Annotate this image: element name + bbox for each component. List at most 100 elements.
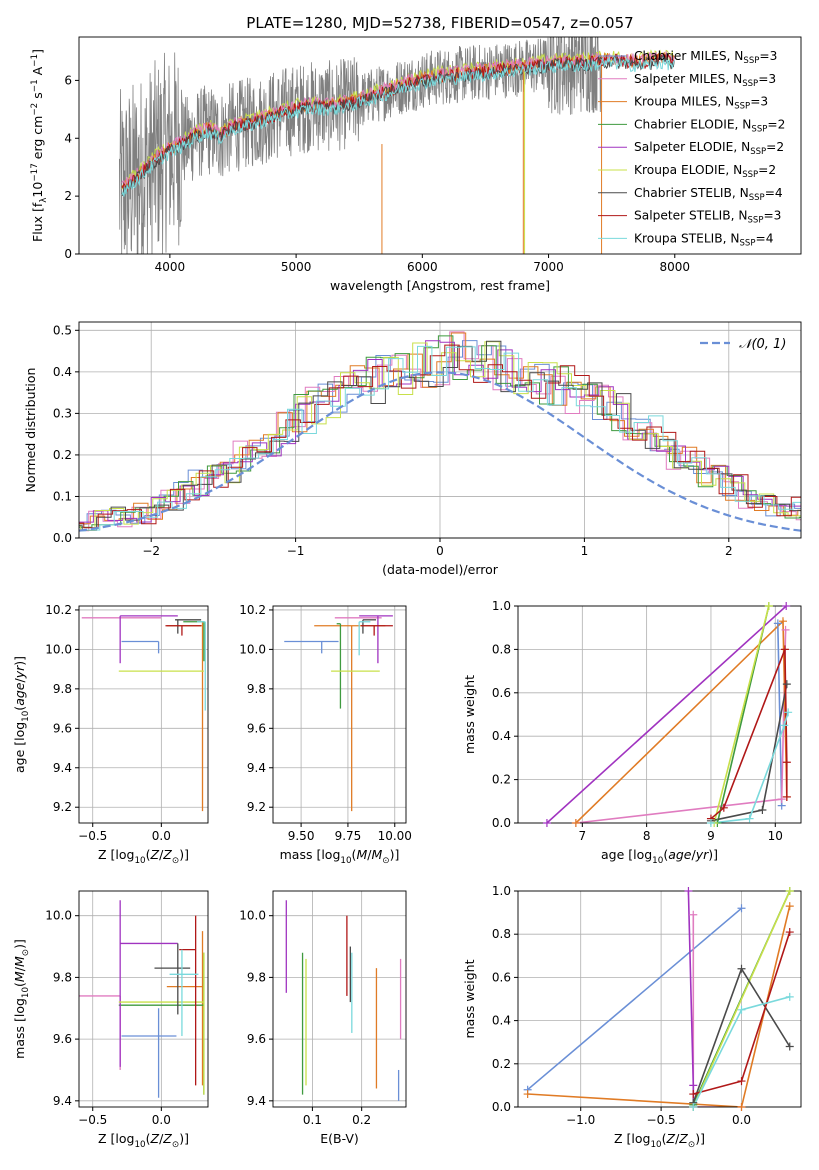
plot-age_vs_mass: 9.50 9.75 10.00 9.2 9.4 9.6 9.8 10.0 10.2 mass [l… bbox=[239, 603, 412, 866]
x-axis-label: Z [log10(Z/Z⊙)] bbox=[98, 1131, 189, 1150]
plot-area bbox=[285, 900, 402, 1101]
weight-line-chabrier_miles bbox=[777, 623, 783, 806]
normal-curve bbox=[79, 371, 801, 532]
x-tick-label: 7000 bbox=[533, 260, 564, 274]
weight-marker-chabrier_miles bbox=[737, 904, 746, 913]
x-tick-label: 9.75 bbox=[335, 829, 362, 843]
ticks: −1.0 −0.5 0.0 0.0 0.2 0.4 0.6 0.8 1.0 bbox=[492, 884, 751, 1127]
y-tick-label: 9.6 bbox=[53, 1032, 72, 1046]
y-tick-label: 4 bbox=[64, 131, 72, 145]
y-tick-label: 9.4 bbox=[247, 1094, 266, 1108]
weight-marker-salpeter_miles bbox=[689, 910, 698, 919]
grid bbox=[79, 606, 208, 823]
y-tick-label: 9.6 bbox=[247, 721, 266, 735]
x-tick-label: −0.5 bbox=[78, 829, 107, 843]
x-tick-label: 0 bbox=[436, 544, 444, 558]
weight-marker-chabrier_stelib bbox=[737, 964, 746, 973]
y-tick-label: 0.5 bbox=[53, 323, 72, 337]
x-tick-label: 0.0 bbox=[732, 1113, 751, 1127]
x-axis-label: wavelength [Angstrom, rest frame] bbox=[330, 278, 550, 293]
y-tick-label: 9.8 bbox=[247, 970, 266, 984]
weight-marker-kroupa_miles bbox=[785, 902, 794, 911]
weight-marker-chabrier_stelib bbox=[782, 680, 791, 689]
y-tick-label: 10.0 bbox=[45, 909, 72, 923]
y-tick-label: 9.6 bbox=[247, 1032, 266, 1046]
y-tick-label: 6 bbox=[64, 73, 72, 87]
ticks: 7 8 9 10 0.0 0.2 0.4 0.6 0.8 1.0 bbox=[492, 599, 783, 843]
x-tick-label: −2 bbox=[142, 544, 160, 558]
x-axis-label: Z [log10(Z/Z⊙)] bbox=[98, 847, 189, 866]
ticks: 9.50 9.75 10.00 9.2 9.4 9.6 9.8 10.0 10.2 bbox=[239, 603, 412, 843]
y-tick-label: 0.4 bbox=[492, 1014, 511, 1028]
weight-line-chabrier_miles bbox=[527, 907, 743, 1091]
y-tick-label: 9.2 bbox=[53, 800, 72, 814]
y-tick-label: 9.8 bbox=[53, 682, 72, 696]
plot-area bbox=[81, 615, 206, 812]
weight-marker-kroupa_stelib bbox=[745, 814, 754, 823]
model-line-kroupa_stelib bbox=[121, 56, 675, 197]
y-tick-label: 0 bbox=[64, 247, 72, 261]
plot-area bbox=[119, 37, 675, 254]
weight-marker-salpeter_stelib bbox=[737, 1077, 746, 1086]
ticks: 4000 5000 6000 7000 8000 0 2 4 6 bbox=[64, 73, 690, 274]
x-tick-label: −0.5 bbox=[78, 1113, 107, 1127]
ticks: 0.1 0.2 9.4 9.6 9.8 10.0 bbox=[239, 909, 371, 1127]
weight-marker-kroupa_elodie bbox=[764, 602, 773, 610]
x-tick-label: 8000 bbox=[660, 260, 691, 274]
x-tick-label: 0.0 bbox=[152, 1113, 171, 1127]
x-axis-label: (data-model)/error bbox=[382, 562, 499, 577]
ticks: −0.5 0.0 9.2 9.4 9.6 9.8 10.0 10.2 bbox=[45, 603, 171, 843]
x-tick-label: 4000 bbox=[155, 260, 186, 274]
x-axis-label: age [log10(age/yr)] bbox=[601, 847, 718, 866]
hist-kroupa_miles bbox=[79, 332, 801, 525]
x-tick-label: 1 bbox=[581, 544, 589, 558]
y-tick-label: 10.0 bbox=[45, 642, 72, 656]
x-tick-label: 2 bbox=[725, 544, 733, 558]
legend-entry: Salpeter ELODIE, NSSP=2 bbox=[634, 140, 784, 157]
weight-line-kroupa_stelib bbox=[710, 712, 789, 823]
weight-marker-salpeter_elodie bbox=[542, 819, 551, 827]
data-spectrum bbox=[119, 37, 602, 254]
hist-chabrier_miles bbox=[79, 340, 801, 525]
y-tick-label: 0.8 bbox=[492, 642, 511, 656]
x-axis-label: Z [log10(Z/Z⊙)] bbox=[614, 1131, 705, 1150]
y-tick-label: 10.0 bbox=[239, 642, 266, 656]
plot-area bbox=[284, 615, 393, 812]
grid bbox=[273, 606, 406, 823]
y-tick-label: 0.8 bbox=[492, 927, 511, 941]
x-axis-label: mass [log10(M/M⊙)] bbox=[280, 847, 400, 866]
weight-line-kroupa_elodie bbox=[692, 891, 791, 1107]
weight-marker-salpeter_miles bbox=[777, 795, 786, 804]
axes-frame bbox=[78, 36, 802, 255]
grid bbox=[518, 890, 801, 1108]
y-tick-label: 0.4 bbox=[53, 365, 72, 379]
plots-layer: 4000 5000 6000 7000 8000 0 2 4 6 Flux [fλ10−17 er… bbox=[12, 36, 802, 1150]
y-tick-label: 9.4 bbox=[247, 761, 266, 775]
grid bbox=[273, 891, 406, 1107]
weight-marker-kroupa_miles bbox=[737, 1103, 746, 1111]
spectrum-legend: Chabrier MILES, NSSP=3 Salpeter MILES, NS… bbox=[598, 49, 785, 248]
y-tick-label: 9.4 bbox=[53, 1094, 72, 1108]
y-tick-label: 9.6 bbox=[53, 721, 72, 735]
x-tick-label: −0.5 bbox=[647, 1113, 676, 1127]
plot-mass_vs_Z: −0.5 0.0 9.4 9.6 9.8 10.0 Z [log10(Z/Z⊙)] mass … bbox=[12, 890, 209, 1150]
legend-entry: Chabrier MILES, NSSP=3 bbox=[634, 49, 777, 66]
legend-entry: Chabrier ELODIE, NSSP=2 bbox=[634, 117, 785, 134]
axes-frame bbox=[517, 605, 802, 824]
y-tick-label: 10.0 bbox=[239, 909, 266, 923]
plot-age_vs_Z: −0.5 0.0 9.2 9.4 9.6 9.8 10.0 10.2 Z [log10(Z/Z⊙… bbox=[12, 603, 209, 866]
legend-entry: Kroupa STELIB, NSSP=4 bbox=[634, 231, 774, 248]
hist-chabrier_stelib bbox=[79, 340, 801, 531]
weight-marker-kroupa_elodie bbox=[785, 887, 794, 895]
y-tick-label: 1.0 bbox=[492, 599, 511, 613]
ticks: −2 −1 0 1 2 0.0 0.1 0.2 0.3 0.4 0.5 bbox=[53, 323, 733, 558]
x-tick-label: −1 bbox=[287, 544, 305, 558]
y-tick-label: 0.3 bbox=[53, 406, 72, 420]
y-tick-label: 0.0 bbox=[492, 816, 511, 830]
weight-marker-kroupa_miles bbox=[571, 819, 580, 827]
legend-entry: Chabrier STELIB, NSSP=4 bbox=[634, 186, 783, 203]
weight-marker-salpeter_stelib bbox=[780, 645, 789, 654]
plot-mass_weight_vs_age: 7 8 9 10 0.0 0.2 0.4 0.6 0.8 1.0 age [log10(age/yr… bbox=[462, 599, 802, 866]
weight-line-kroupa_elodie bbox=[713, 606, 770, 823]
